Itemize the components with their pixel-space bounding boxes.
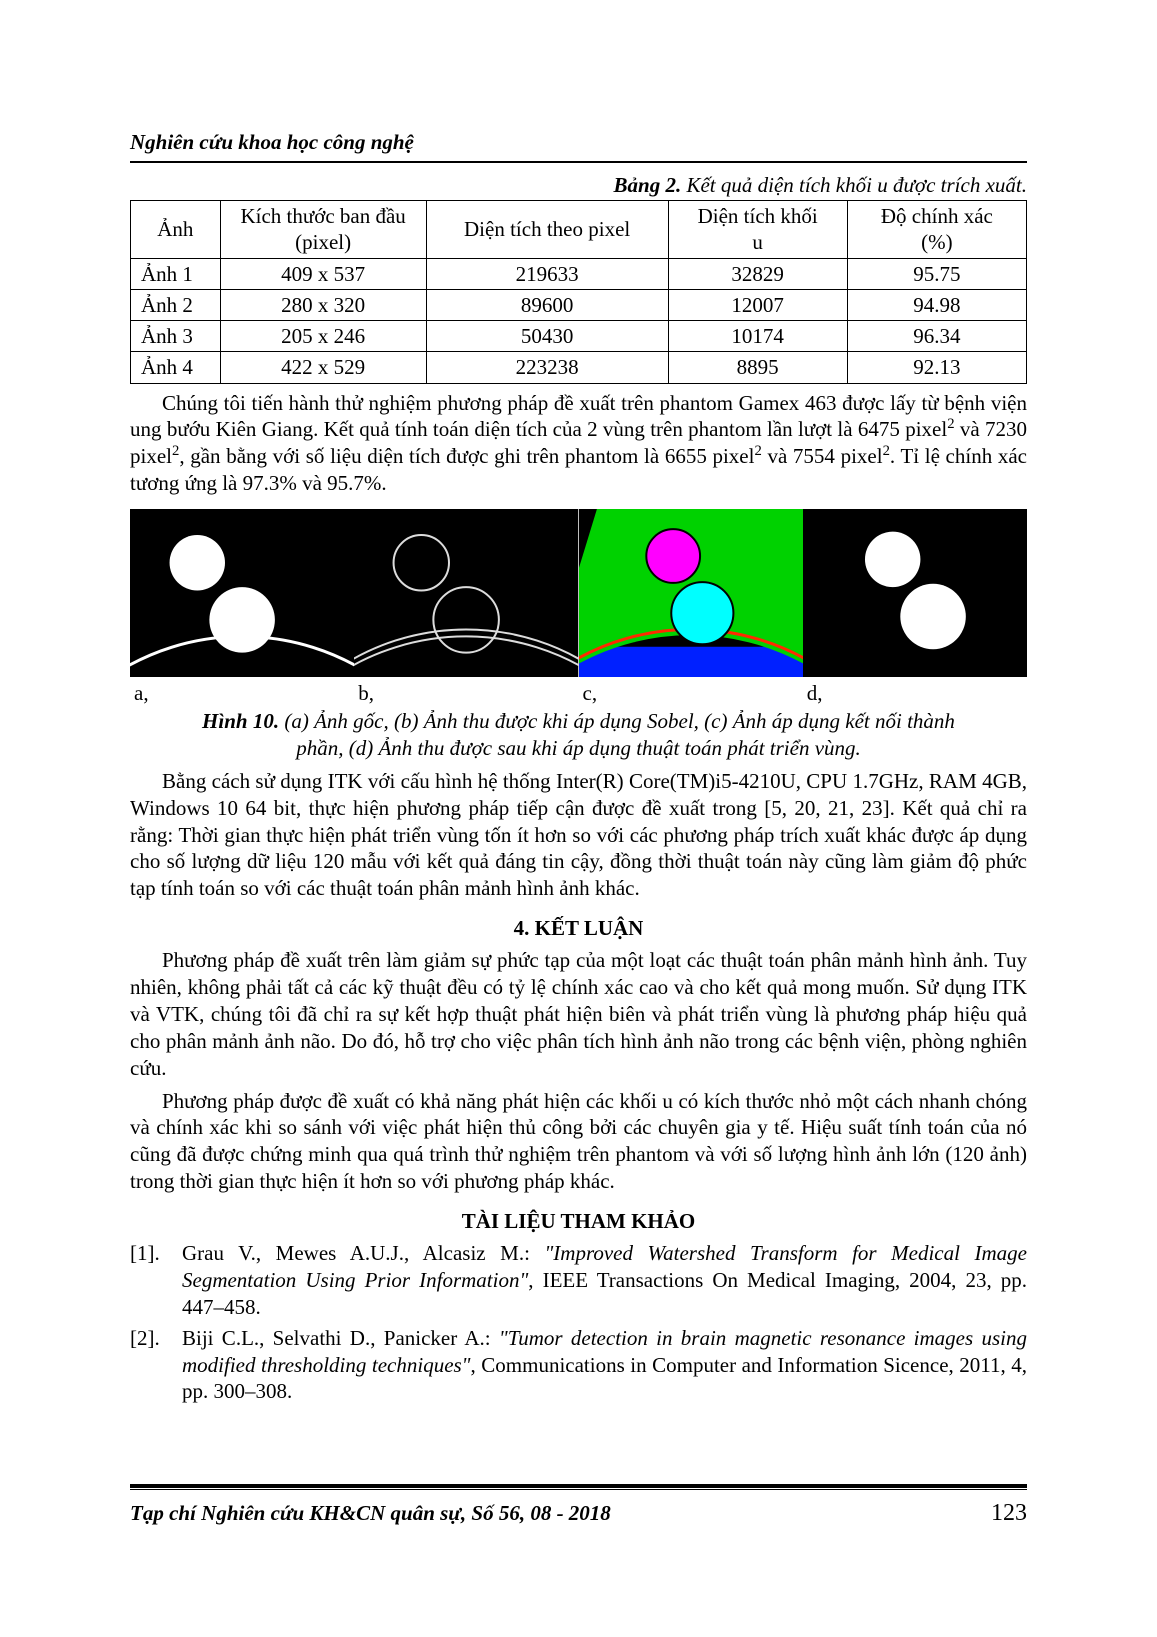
table2-cell: 219633 bbox=[426, 258, 668, 289]
section-4-title: 4. KẾT LUẬN bbox=[130, 916, 1027, 941]
table2-cell: 10174 bbox=[668, 321, 847, 352]
footer-rule bbox=[130, 1484, 1027, 1490]
table2-cell: 95.75 bbox=[847, 258, 1026, 289]
table2-cell: 96.34 bbox=[847, 321, 1026, 352]
reference-text: Grau V., Mewes A.U.J., Alcasiz M.: "Impr… bbox=[182, 1240, 1027, 1321]
page-footer: Tạp chí Nghiên cứu KH&CN quân sự, Số 56,… bbox=[130, 1484, 1027, 1527]
table2-cell: 422 x 529 bbox=[220, 352, 426, 383]
figure10-label-b: b, bbox=[354, 681, 578, 706]
reference-number: [2]. bbox=[130, 1325, 182, 1406]
table2-row: Ảnh 4422 x 529223238889592.13 bbox=[131, 352, 1027, 383]
table2-cell: 205 x 246 bbox=[220, 321, 426, 352]
figure10-label-d: d, bbox=[803, 681, 1027, 706]
table2-cell: 94.98 bbox=[847, 289, 1026, 320]
table2: ẢnhKích thước ban đầu(pixel)Diện tích th… bbox=[130, 200, 1027, 384]
table2-col-4: Độ chính xác(%) bbox=[847, 201, 1026, 259]
paragraph-phantom: Chúng tôi tiến hành thử nghiệm phương ph… bbox=[130, 390, 1027, 498]
reference-item: [2].Biji C.L., Selvathi D., Panicker A.:… bbox=[130, 1325, 1027, 1406]
table2-caption-text: Kết quả diện tích khối u được trích xuất… bbox=[686, 173, 1027, 197]
reference-number: [1]. bbox=[130, 1240, 182, 1321]
figure10-panel-b bbox=[354, 509, 578, 677]
table2-row: Ảnh 3205 x 246504301017496.34 bbox=[131, 321, 1027, 352]
table2-row: Ảnh 2280 x 320896001200794.98 bbox=[131, 289, 1027, 320]
table2-cell: 8895 bbox=[668, 352, 847, 383]
table2-caption-label: Bảng 2. bbox=[614, 173, 682, 197]
table2-cell: Ảnh 1 bbox=[131, 258, 221, 289]
table2-col-3: Diện tích khốiu bbox=[668, 201, 847, 259]
figure10-label-a: a, bbox=[130, 681, 354, 706]
figure10-panel-c bbox=[579, 509, 803, 677]
table2-cell: 89600 bbox=[426, 289, 668, 320]
reference-item: [1].Grau V., Mewes A.U.J., Alcasiz M.: "… bbox=[130, 1240, 1027, 1321]
reference-text: Biji C.L., Selvathi D., Panicker A.: "Tu… bbox=[182, 1325, 1027, 1406]
table2-col-1: Kích thước ban đầu(pixel) bbox=[220, 201, 426, 259]
references-list: [1].Grau V., Mewes A.U.J., Alcasiz M.: "… bbox=[130, 1240, 1027, 1405]
footer-journal: Tạp chí Nghiên cứu KH&CN quân sự, Số 56,… bbox=[130, 1501, 611, 1526]
figure10-caption: Hình 10. (a) Ảnh gốc, (b) Ảnh thu được k… bbox=[130, 708, 1027, 762]
table2-caption: Bảng 2. Kết quả diện tích khối u được tr… bbox=[130, 173, 1027, 198]
table2-row: Ảnh 1409 x 5372196333282995.75 bbox=[131, 258, 1027, 289]
table2-col-2: Diện tích theo pixel bbox=[426, 201, 668, 259]
figure10-labels: a, b, c, d, bbox=[130, 681, 1027, 706]
table2-cell: 32829 bbox=[668, 258, 847, 289]
footer-page-number: 123 bbox=[991, 1500, 1027, 1527]
figure10 bbox=[130, 509, 1027, 677]
table2-cell: Ảnh 2 bbox=[131, 289, 221, 320]
table2-cell: Ảnh 3 bbox=[131, 321, 221, 352]
table2-col-0: Ảnh bbox=[131, 201, 221, 259]
table2-cell: 409 x 537 bbox=[220, 258, 426, 289]
figure10-panel-d bbox=[803, 509, 1027, 677]
figure10-label-c: c, bbox=[579, 681, 803, 706]
figure10-panel-a bbox=[130, 509, 354, 677]
table2-cell: 12007 bbox=[668, 289, 847, 320]
table2-cell: 223238 bbox=[426, 352, 668, 383]
paragraph-conclusion-1: Phương pháp đề xuất trên làm giảm sự phứ… bbox=[130, 947, 1027, 1081]
table2-cell: 92.13 bbox=[847, 352, 1026, 383]
paragraph-itk: Bằng cách sử dụng ITK với cấu hình hệ th… bbox=[130, 768, 1027, 902]
table2-cell: Ảnh 4 bbox=[131, 352, 221, 383]
table2-cell: 50430 bbox=[426, 321, 668, 352]
paragraph-conclusion-2: Phương pháp được đề xuất có khả năng phá… bbox=[130, 1088, 1027, 1196]
running-head: Nghiên cứu khoa học công nghệ bbox=[130, 130, 1027, 163]
table2-cell: 280 x 320 bbox=[220, 289, 426, 320]
references-title: TÀI LIỆU THAM KHẢO bbox=[130, 1209, 1027, 1234]
